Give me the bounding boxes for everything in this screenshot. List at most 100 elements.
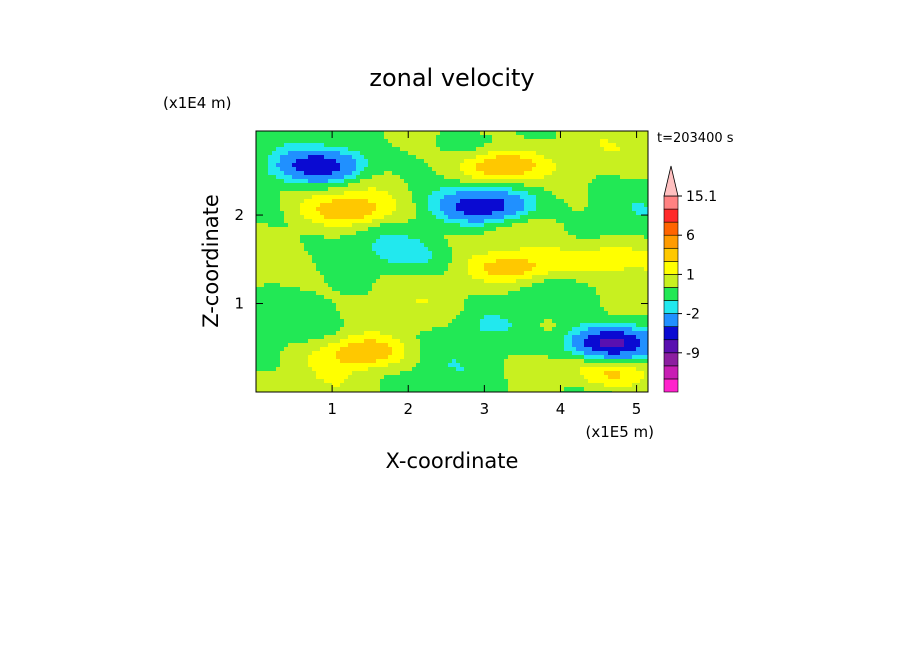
field-cell [376, 207, 381, 212]
field-cell [516, 295, 521, 300]
field-cell [436, 251, 441, 256]
field-cell [576, 251, 581, 256]
field-cell [292, 259, 297, 264]
field-cell [308, 135, 313, 140]
field-cell [360, 223, 365, 228]
field-cell [424, 207, 429, 212]
field-cell [332, 235, 337, 240]
field-cell [392, 287, 397, 292]
field-cell [360, 239, 365, 244]
field-cell [392, 247, 397, 252]
field-cell [436, 279, 441, 284]
field-cell [616, 303, 621, 308]
field-cell [364, 287, 369, 292]
field-cell [292, 271, 297, 276]
field-cell [384, 147, 389, 152]
field-cell [584, 303, 589, 308]
field-cell [552, 243, 557, 248]
field-cell [592, 255, 597, 260]
field-cell [296, 155, 301, 160]
field-cell [304, 159, 309, 164]
field-cell [360, 191, 365, 196]
field-cell [364, 139, 369, 144]
field-cell [520, 271, 525, 276]
field-cell [608, 143, 613, 148]
field-cell [508, 211, 513, 216]
field-cell [516, 251, 521, 256]
field-cell [556, 239, 561, 244]
field-cell [416, 219, 421, 224]
field-cell [320, 251, 325, 256]
field-cell [552, 227, 557, 232]
field-cell [308, 175, 313, 180]
field-cell [256, 135, 261, 140]
field-cell [400, 191, 405, 196]
field-cell [628, 275, 633, 280]
field-cell [528, 199, 533, 204]
field-cell [260, 199, 265, 204]
field-cell [424, 183, 429, 188]
field-cell [532, 235, 537, 240]
field-cell [612, 223, 617, 228]
field-cell [464, 159, 469, 164]
field-cell [328, 151, 333, 156]
field-cell [288, 211, 293, 216]
field-cell [444, 255, 449, 260]
field-cell [344, 171, 349, 176]
field-cell [400, 295, 405, 300]
field-cell [336, 315, 341, 320]
field-cell [600, 323, 605, 328]
field-cell [300, 219, 305, 224]
field-cell [488, 203, 493, 208]
field-cell [600, 267, 605, 272]
field-cell [600, 191, 605, 196]
field-cell [632, 163, 637, 168]
field-cell [496, 275, 501, 280]
field-cell [508, 131, 513, 136]
field-cell [412, 203, 417, 208]
field-cell [544, 199, 549, 204]
field-cell [600, 259, 605, 264]
field-cell [444, 235, 449, 240]
field-cell [592, 231, 597, 236]
field-cell [300, 175, 305, 180]
field-cell [548, 151, 553, 156]
field-cell [256, 291, 261, 296]
field-cell [384, 271, 389, 276]
field-cell [348, 311, 353, 316]
field-cell [560, 195, 565, 200]
field-cell [528, 307, 533, 312]
field-cell [340, 279, 345, 284]
field-cell [472, 327, 477, 332]
field-cell [340, 259, 345, 264]
field-cell [260, 287, 265, 292]
field-cell [476, 227, 481, 232]
field-cell [600, 303, 605, 308]
field-cell [344, 183, 349, 188]
field-cell [420, 307, 425, 312]
field-cell [384, 175, 389, 180]
field-cell [260, 207, 265, 212]
field-cell [628, 255, 633, 260]
field-cell [536, 131, 541, 136]
field-cell [620, 163, 625, 168]
field-cell [476, 243, 481, 248]
field-cell [388, 267, 393, 272]
field-cell [616, 203, 621, 208]
field-cell [440, 275, 445, 280]
field-cell [368, 143, 373, 148]
field-cell [572, 131, 577, 136]
field-cell [296, 327, 301, 332]
field-cell [492, 231, 497, 236]
field-cell [296, 255, 301, 260]
field-cell [404, 259, 409, 264]
field-cell [324, 231, 329, 236]
field-cell [440, 255, 445, 260]
field-cell [324, 131, 329, 136]
field-cell [576, 175, 581, 180]
field-cell [616, 235, 621, 240]
field-cell [420, 203, 425, 208]
field-cell [516, 203, 521, 208]
field-cell [320, 271, 325, 276]
field-cell [268, 159, 273, 164]
